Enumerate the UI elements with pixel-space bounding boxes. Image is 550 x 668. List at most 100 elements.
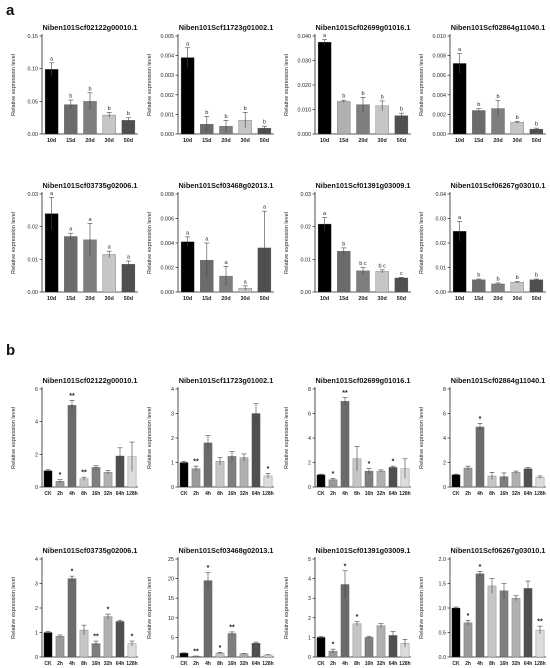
x-tick-label: 50d <box>260 296 269 302</box>
x-tick-label: 15d <box>339 296 348 302</box>
significance-label: b <box>69 94 72 100</box>
x-tick-label: 10d <box>455 296 464 302</box>
significance-label: a <box>186 41 190 47</box>
x-tick-label: 50d <box>124 296 133 302</box>
significance-label: ** <box>193 459 199 466</box>
x-tick-label: CK <box>452 491 460 497</box>
y-tick-label: 3 <box>35 582 38 588</box>
subplot-3: Niben101Scf02699g01016.1 Relative express… <box>284 23 411 144</box>
significance-label: * <box>332 471 335 478</box>
y-tick-label: 15 <box>168 596 174 602</box>
x-tick-label: CK <box>180 661 188 667</box>
y-tick-label: 0.000 <box>433 132 447 138</box>
x-tick-label: 2h <box>330 661 336 667</box>
y-tick-label: 2 <box>35 606 38 612</box>
y-tick-label: 0.0 <box>439 655 447 661</box>
x-tick-label: 64h <box>252 661 261 667</box>
x-tick-label: 2h <box>57 491 63 497</box>
y-tick-label: 0.004 <box>161 241 175 247</box>
y-tick-label: 6 <box>308 412 311 418</box>
bar <box>55 636 65 658</box>
subplot-1: Niben101Scf02122g00010.1 Relative express… <box>11 23 138 144</box>
subplot-11: Niben101Scf02699g01016.1 Relative express… <box>284 376 411 497</box>
y-tick-label: 4 <box>35 557 38 563</box>
significance-label: ** <box>81 470 87 477</box>
x-tick-label: 20d <box>358 138 367 144</box>
x-tick-label: 2h <box>193 661 199 667</box>
y-tick-label: 4 <box>443 436 446 442</box>
significance-label: * <box>332 642 335 649</box>
y-tick-label: 0.03 <box>301 192 312 198</box>
bar <box>529 279 544 293</box>
bar <box>67 405 77 488</box>
bar <box>487 585 497 658</box>
bar <box>317 223 332 293</box>
bar <box>316 637 326 658</box>
subplot-title: Niben101Scf02864g11040.1 <box>451 23 546 32</box>
significance-label: a <box>205 237 209 243</box>
bar <box>394 277 409 293</box>
y-tick-label: 2 <box>35 452 38 458</box>
x-tick-label: 30d <box>241 138 250 144</box>
x-tick-label: 32h <box>512 661 521 667</box>
x-tick-label: 64h <box>116 491 125 497</box>
y-tick-label: 0.040 <box>298 34 312 40</box>
bar <box>43 632 53 658</box>
x-tick-label: CK <box>180 491 188 497</box>
significance-label: * <box>219 645 222 652</box>
subplot-title: Niben101Scf03735g02006.1 <box>43 181 138 190</box>
significance-label: a <box>224 260 228 266</box>
y-tick-label: 0.008 <box>433 54 447 60</box>
bar <box>191 468 201 488</box>
significance-label: b <box>477 273 480 279</box>
x-tick-label: 16h <box>365 491 374 497</box>
significance-label: a <box>88 217 92 223</box>
significance-label: a <box>458 215 462 221</box>
significance-label: b <box>381 94 384 100</box>
x-tick-label: 16h <box>500 661 509 667</box>
subplot-14: Niben101Scf03468g02013.1 Relative express… <box>147 546 274 667</box>
x-tick-label: 30d <box>378 138 387 144</box>
y-tick-label: 0.002 <box>161 93 175 99</box>
x-tick-label: 10d <box>47 138 56 144</box>
subplot-title: Niben101Scf02864g11040.1 <box>451 376 546 385</box>
y-axis-label: Relative expression level <box>284 407 290 469</box>
x-tick-label: 64h <box>524 491 533 497</box>
x-tick-label: 20d <box>493 138 502 144</box>
significance-label: * <box>71 569 74 576</box>
y-tick-label: 0.005 <box>161 34 175 40</box>
y-tick-label: 0.002 <box>161 266 175 272</box>
x-tick-label: 128h <box>534 491 545 497</box>
bar <box>44 69 59 135</box>
x-tick-label: 4h <box>342 661 348 667</box>
bar <box>499 590 509 658</box>
significance-label: b <box>342 241 345 247</box>
subplot-title: Niben101Scf03735g02006.1 <box>43 546 138 555</box>
bar <box>463 467 473 488</box>
x-tick-label: 50d <box>397 138 406 144</box>
bar <box>364 637 374 658</box>
x-tick-label: 10d <box>47 296 56 302</box>
bar <box>239 653 249 658</box>
y-tick-label: 0 <box>443 485 446 491</box>
bar <box>180 241 195 293</box>
y-tick-label: 8 <box>443 387 446 393</box>
significance-label: * <box>479 564 482 571</box>
significance-label: b <box>224 114 227 120</box>
y-axis-label: Relative expression level <box>11 54 17 116</box>
x-tick-label: 128h <box>126 661 137 667</box>
bar <box>511 472 521 488</box>
x-tick-label: 30d <box>513 138 522 144</box>
y-tick-label: 1 <box>308 635 311 641</box>
x-tick-label: 4h <box>205 491 211 497</box>
x-tick-label: 50d <box>260 138 269 144</box>
x-tick-label: 50d <box>124 138 133 144</box>
subplot-10: Niben101Scf11723g01002.1 Relative express… <box>147 376 274 497</box>
x-tick-label: 128h <box>262 491 273 497</box>
subplot-12: Niben101Scf02864g11040.1 Relative express… <box>419 376 546 497</box>
subplot-title: Niben101Scf11723g01002.1 <box>179 376 274 385</box>
y-tick-label: 0.001 <box>161 112 175 118</box>
y-tick-label: 2 <box>308 616 311 622</box>
x-tick-label: 20d <box>493 296 502 302</box>
y-tick-label: 0.030 <box>298 59 312 65</box>
